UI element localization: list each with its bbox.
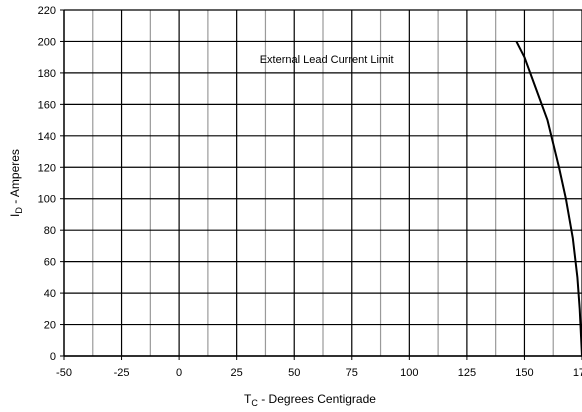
minor-grid — [92, 10, 554, 356]
annotation-external-lead-current-limit: External Lead Current Limit — [260, 54, 394, 66]
y-tick-label: 100 — [38, 194, 56, 206]
x-tick-label: 100 — [400, 367, 418, 379]
y-tick-label: 120 — [38, 162, 56, 174]
x-tick-label: 125 — [458, 367, 476, 379]
x-tick-label: 75 — [346, 367, 358, 379]
x-tick-label: 0 — [176, 367, 182, 379]
x-tick-label: -25 — [114, 367, 130, 379]
y-tick-label: 220 — [38, 5, 56, 17]
x-tick-label: -50 — [56, 367, 72, 379]
x-axis-label: TC - Degrees Centigrade — [244, 392, 376, 408]
y-tick-label: 200 — [38, 36, 56, 48]
x-tick-label: 175 — [573, 367, 582, 379]
major-grid — [63, 9, 582, 357]
y-tick-label: 40 — [44, 288, 56, 300]
x-tick-label: 25 — [231, 367, 243, 379]
y-tick-label: 0 — [50, 351, 56, 363]
y-tick-label: 20 — [44, 320, 56, 332]
x-tick-label: 150 — [515, 367, 533, 379]
y-axis-label: ID - Amperes — [8, 149, 24, 217]
y-tick-label: 180 — [38, 68, 56, 80]
series-group — [515, 40, 582, 357]
y-tick-label: 140 — [38, 131, 56, 143]
x-tick-label: 50 — [288, 367, 300, 379]
y-tick-labels: 0 20 40 60 80 100 120 140 160 180 200 220 — [38, 5, 56, 363]
axis-ticks — [60, 9, 582, 360]
x-tick-labels: -50 -25 0 25 50 75 100 125 150 175 — [56, 367, 582, 379]
y-tick-label: 160 — [38, 99, 56, 111]
series-line — [515, 40, 582, 357]
y-tick-label: 80 — [44, 225, 56, 237]
y-tick-label: 60 — [44, 257, 56, 269]
